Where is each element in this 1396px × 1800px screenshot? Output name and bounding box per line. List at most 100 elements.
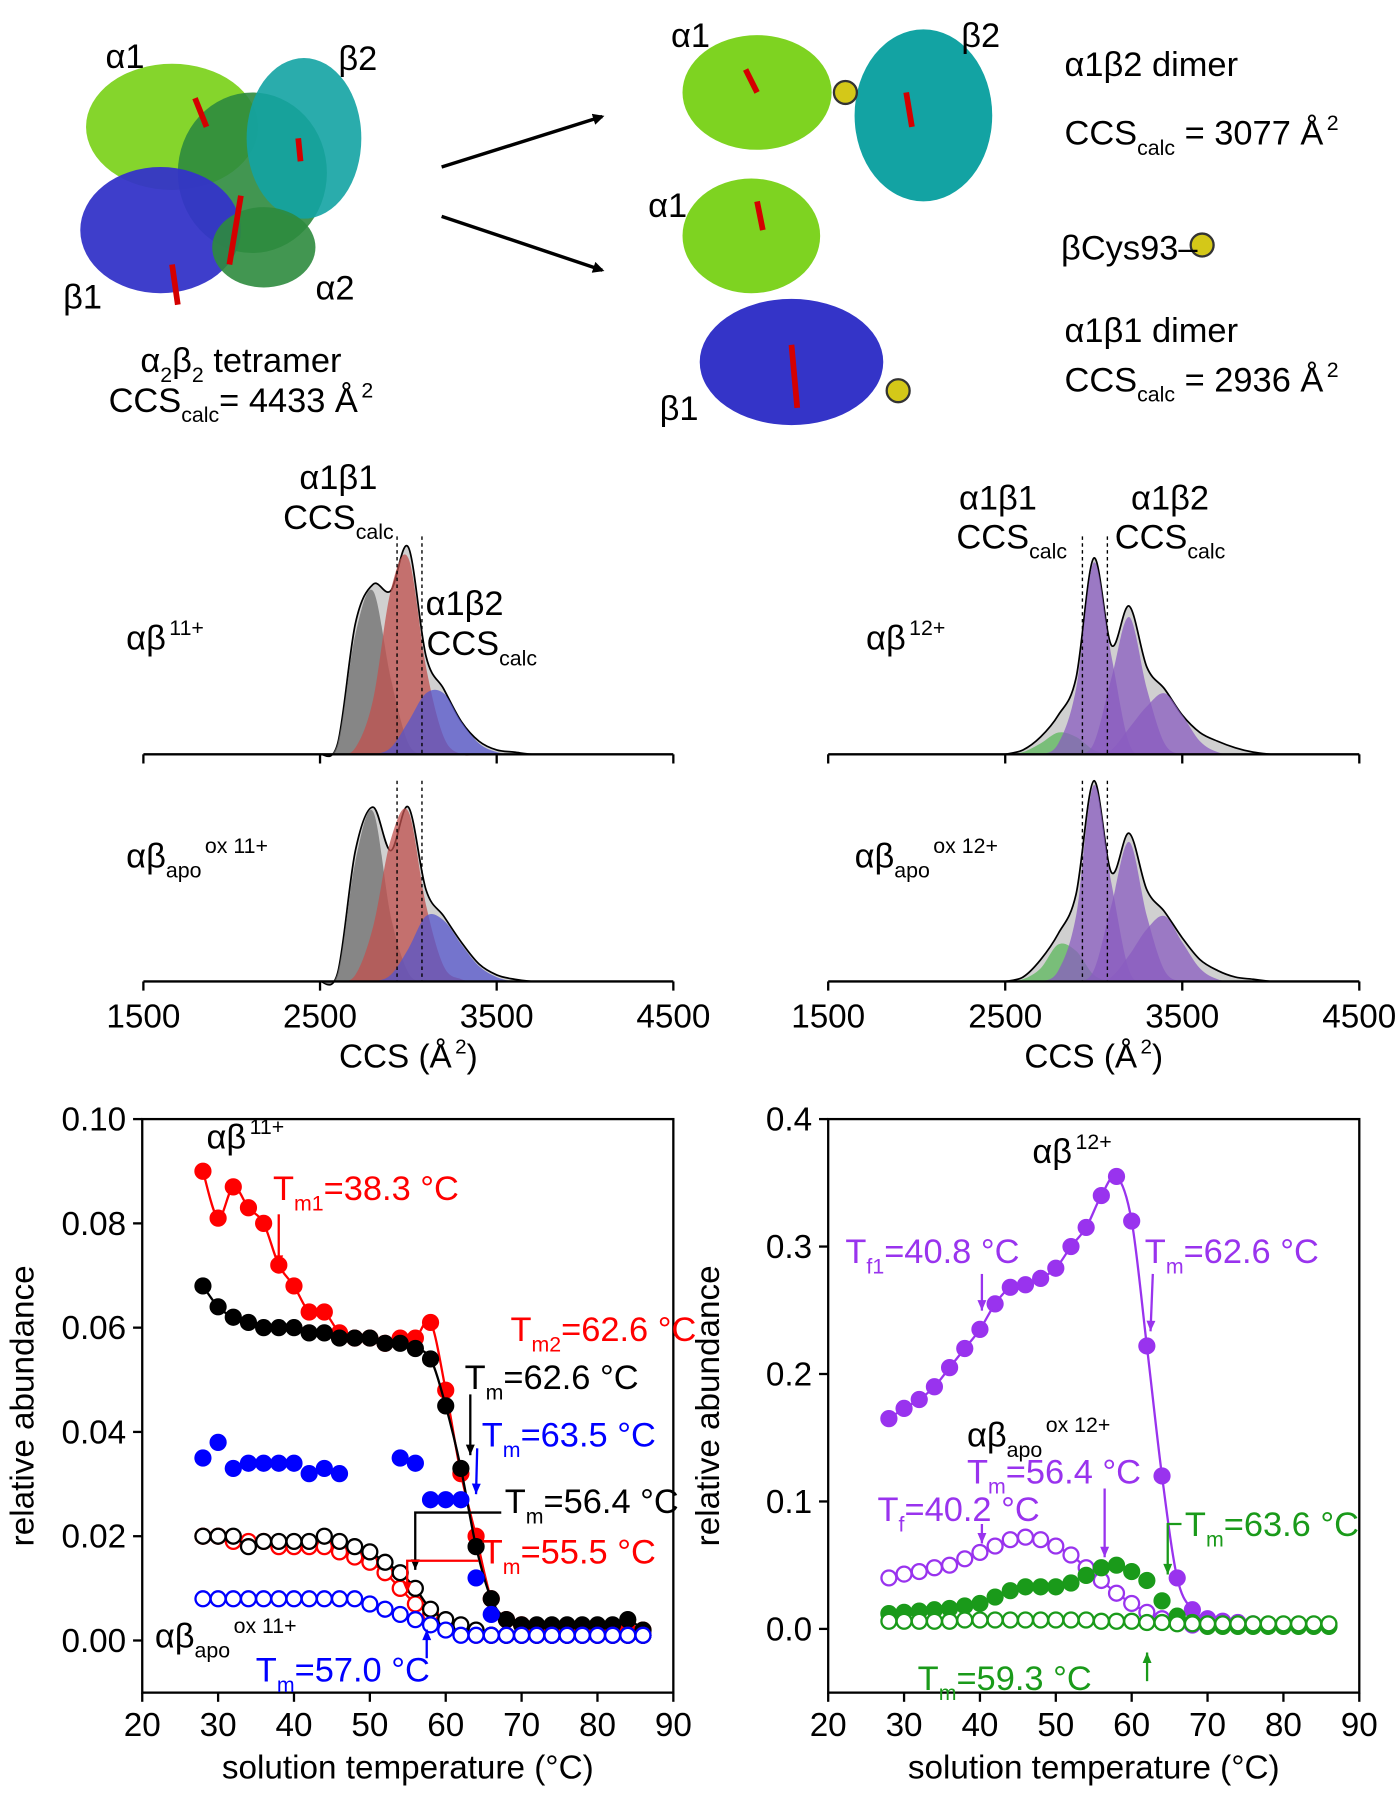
data-point bbox=[1062, 1237, 1080, 1256]
x-axis-label: solution temperature (°C) bbox=[222, 1750, 594, 1787]
arrow-head bbox=[1163, 1563, 1173, 1575]
panel-label: αβapoox 12+ bbox=[855, 834, 998, 883]
text-segment: CCS (Å bbox=[1024, 1039, 1138, 1076]
text-segment: =38.3 °C bbox=[324, 1170, 459, 1208]
data-point bbox=[940, 1612, 959, 1630]
data-point bbox=[194, 1277, 212, 1295]
data-point bbox=[330, 1329, 349, 1347]
text-segment: αβ bbox=[1032, 1133, 1072, 1171]
text-segment: α bbox=[140, 342, 160, 380]
annotation: CCScalc bbox=[1115, 518, 1226, 563]
data-point bbox=[452, 1626, 470, 1644]
data-point bbox=[956, 1339, 974, 1358]
text-segment: α1β1 bbox=[959, 479, 1037, 517]
y-tick-label: 0.1 bbox=[766, 1484, 812, 1521]
data-point bbox=[270, 1590, 288, 1608]
data-point bbox=[300, 1532, 318, 1551]
text-segment: 2 bbox=[1327, 358, 1339, 382]
data-point bbox=[315, 1590, 333, 1608]
text-segment: calc bbox=[356, 520, 394, 544]
data-point bbox=[255, 1454, 273, 1472]
x-tick-label: 40 bbox=[275, 1707, 312, 1744]
diagram-label: β1 bbox=[660, 390, 699, 428]
data-point bbox=[1077, 1218, 1095, 1237]
data-point bbox=[619, 1626, 637, 1644]
plot-frame bbox=[827, 1117, 1361, 1694]
data-point bbox=[895, 1399, 913, 1418]
text-segment: 2 bbox=[192, 363, 204, 387]
text-segment: 11+ bbox=[250, 1115, 285, 1139]
x-tick-label: 4500 bbox=[1322, 998, 1396, 1035]
data-point bbox=[1092, 1612, 1110, 1630]
data-point bbox=[361, 1595, 379, 1613]
annotation: α1β2 bbox=[426, 585, 504, 623]
text-segment: 2 bbox=[1327, 111, 1339, 135]
data-point bbox=[209, 1433, 227, 1451]
text-segment: m bbox=[1166, 1254, 1184, 1278]
text-segment: αβ bbox=[866, 619, 906, 657]
data-point bbox=[421, 1600, 440, 1618]
arrow bbox=[441, 214, 605, 273]
text-segment: =63.6 °C bbox=[1224, 1506, 1359, 1544]
data-point bbox=[209, 1209, 227, 1227]
data-point bbox=[1107, 1167, 1126, 1186]
text-segment: f1 bbox=[866, 1254, 884, 1278]
data-point bbox=[255, 1590, 273, 1608]
data-point bbox=[406, 1595, 424, 1613]
y-tick-label: 0.3 bbox=[766, 1229, 812, 1266]
text-segment: 12+ bbox=[1076, 1130, 1112, 1154]
data-point bbox=[1077, 1566, 1095, 1584]
text-segment: =57.0 °C bbox=[295, 1652, 430, 1690]
data-point bbox=[971, 1543, 989, 1562]
text-segment: T bbox=[510, 1311, 531, 1349]
diagram-label: βCys93– bbox=[1061, 229, 1198, 267]
data-point bbox=[1183, 1615, 1201, 1633]
text-segment: tetramer bbox=[204, 342, 342, 380]
data-point bbox=[209, 1527, 227, 1545]
text-segment: ) bbox=[1152, 1039, 1163, 1076]
data-point bbox=[391, 1605, 409, 1624]
panel-label: αβapoox 11+ bbox=[126, 834, 268, 883]
data-point bbox=[986, 1295, 1004, 1313]
data-point bbox=[1047, 1537, 1065, 1555]
text-segment: CCS bbox=[1064, 361, 1137, 399]
diagram-label: β2 bbox=[338, 40, 377, 78]
arrow-head bbox=[1142, 1652, 1152, 1664]
data-point bbox=[194, 1527, 212, 1545]
data-point bbox=[956, 1550, 974, 1568]
text-segment: m2 bbox=[531, 1332, 561, 1356]
panel-label: αβ 11+ bbox=[126, 616, 204, 657]
data-point bbox=[619, 1611, 637, 1629]
text-segment: =56.4 °C bbox=[544, 1483, 679, 1521]
text-segment: apo bbox=[894, 859, 930, 883]
data-point bbox=[421, 1616, 440, 1634]
data-point bbox=[1123, 1594, 1141, 1613]
text-segment: =62.6 °C bbox=[1184, 1233, 1319, 1271]
data-point bbox=[1047, 1611, 1065, 1629]
data-point bbox=[300, 1590, 318, 1608]
component-peak bbox=[320, 914, 586, 982]
text-segment: α1 bbox=[648, 187, 687, 225]
component-peak bbox=[1005, 841, 1271, 983]
data-point bbox=[1107, 1612, 1126, 1630]
x-tick-label: 30 bbox=[886, 1707, 923, 1744]
text-segment: α2 bbox=[315, 270, 354, 308]
x-tick-label: 50 bbox=[351, 1707, 388, 1744]
text-segment: m1 bbox=[294, 1191, 324, 1215]
x-tick-label: 1500 bbox=[106, 998, 180, 1035]
text-segment: α1β1 bbox=[299, 459, 377, 497]
text-segment: T bbox=[878, 1491, 899, 1529]
arrow bbox=[1166, 1522, 1182, 1575]
text-segment: CCS bbox=[956, 518, 1029, 556]
text-segment: ox 11+ bbox=[234, 1614, 297, 1638]
data-point bbox=[437, 1491, 455, 1509]
data-point bbox=[1244, 1615, 1262, 1633]
data-point bbox=[255, 1319, 273, 1337]
annotation: Tm=56.4 °C bbox=[505, 1483, 679, 1528]
text-segment: =59.3 °C bbox=[956, 1660, 1091, 1698]
data-point bbox=[880, 1612, 898, 1630]
data-point bbox=[1016, 1578, 1035, 1596]
text-segment: αβ bbox=[126, 619, 166, 657]
data-point bbox=[1016, 1528, 1035, 1546]
data-point bbox=[1168, 1615, 1186, 1633]
